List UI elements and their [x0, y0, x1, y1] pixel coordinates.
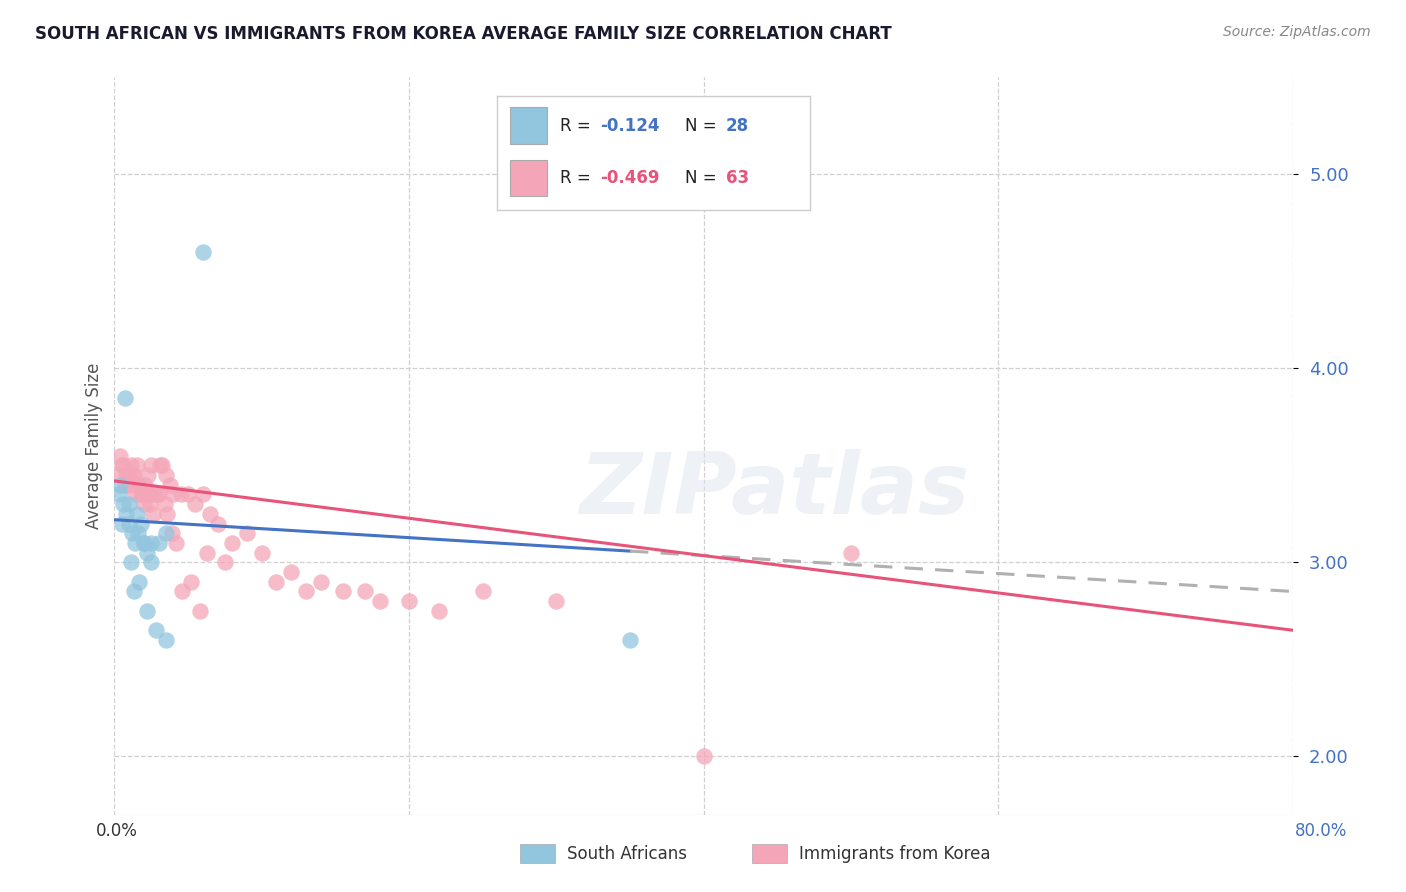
- Point: [309, 574, 332, 589]
- Point: [132, 497, 155, 511]
- Point: [141, 536, 163, 550]
- Point: [207, 516, 229, 531]
- Point: [135, 604, 157, 618]
- Point: [134, 477, 156, 491]
- Point: [110, 449, 132, 463]
- Point: [121, 468, 143, 483]
- Y-axis label: Average Family Size: Average Family Size: [86, 363, 103, 529]
- Point: [136, 468, 159, 483]
- Point: [135, 487, 157, 501]
- Text: South Africans: South Africans: [567, 845, 686, 863]
- Point: [150, 458, 173, 473]
- Point: [112, 497, 135, 511]
- Point: [188, 604, 211, 618]
- Point: [619, 632, 641, 647]
- Point: [111, 458, 134, 473]
- Point: [110, 477, 132, 491]
- Point: [128, 477, 150, 491]
- Text: 80.0%: 80.0%: [1295, 822, 1347, 840]
- Point: [146, 487, 169, 501]
- Point: [132, 536, 155, 550]
- Point: [221, 536, 243, 550]
- Point: [148, 536, 170, 550]
- Point: [295, 584, 318, 599]
- Text: ZIPatlas: ZIPatlas: [579, 449, 970, 532]
- Point: [115, 468, 138, 483]
- Point: [165, 536, 187, 550]
- Point: [143, 487, 166, 501]
- Point: [131, 487, 153, 501]
- Point: [108, 468, 131, 483]
- Text: SOUTH AFRICAN VS IMMIGRANTS FROM KOREA AVERAGE FAMILY SIZE CORRELATION CHART: SOUTH AFRICAN VS IMMIGRANTS FROM KOREA A…: [35, 25, 891, 43]
- Point: [839, 546, 862, 560]
- Point: [693, 749, 716, 764]
- Point: [141, 555, 163, 569]
- Point: [214, 555, 236, 569]
- Point: [354, 584, 377, 599]
- Point: [122, 468, 145, 483]
- Point: [118, 516, 141, 531]
- Point: [118, 497, 141, 511]
- Point: [148, 487, 170, 501]
- Point: [427, 604, 450, 618]
- Point: [127, 477, 149, 491]
- Point: [159, 477, 181, 491]
- Point: [129, 487, 152, 501]
- Point: [114, 477, 136, 491]
- Point: [471, 584, 494, 599]
- Text: Source: ZipAtlas.com: Source: ZipAtlas.com: [1223, 25, 1371, 39]
- Point: [117, 468, 139, 483]
- Point: [280, 565, 302, 579]
- Point: [191, 487, 214, 501]
- Point: [142, 507, 165, 521]
- Point: [141, 458, 163, 473]
- Point: [132, 536, 155, 550]
- Point: [114, 391, 136, 405]
- Point: [125, 507, 148, 521]
- Point: [195, 546, 218, 560]
- Point: [124, 487, 146, 501]
- Point: [153, 497, 176, 511]
- Point: [156, 507, 179, 521]
- Point: [122, 584, 145, 599]
- Point: [135, 546, 157, 560]
- Point: [184, 497, 207, 511]
- Point: [155, 632, 177, 647]
- Point: [177, 487, 200, 501]
- Point: [368, 594, 391, 608]
- Point: [546, 594, 568, 608]
- Point: [129, 516, 152, 531]
- Point: [198, 507, 221, 521]
- Point: [155, 468, 177, 483]
- Text: Immigrants from Korea: Immigrants from Korea: [799, 845, 990, 863]
- Point: [266, 574, 288, 589]
- Point: [111, 516, 134, 531]
- Point: [124, 536, 146, 550]
- Point: [127, 526, 149, 541]
- Point: [121, 526, 143, 541]
- Point: [128, 574, 150, 589]
- Point: [191, 245, 214, 260]
- Point: [112, 458, 135, 473]
- Point: [172, 584, 194, 599]
- Point: [145, 624, 167, 638]
- Point: [236, 526, 259, 541]
- Point: [120, 555, 142, 569]
- Point: [118, 477, 141, 491]
- Point: [125, 458, 148, 473]
- Point: [149, 458, 172, 473]
- Point: [170, 487, 193, 501]
- Point: [398, 594, 420, 608]
- Point: [155, 526, 177, 541]
- Point: [162, 487, 184, 501]
- Point: [120, 458, 142, 473]
- Point: [160, 526, 183, 541]
- Point: [332, 584, 354, 599]
- Point: [108, 487, 131, 501]
- Point: [180, 574, 202, 589]
- Point: [139, 497, 162, 511]
- Point: [115, 507, 138, 521]
- Point: [250, 546, 273, 560]
- Text: 0.0%: 0.0%: [96, 822, 138, 840]
